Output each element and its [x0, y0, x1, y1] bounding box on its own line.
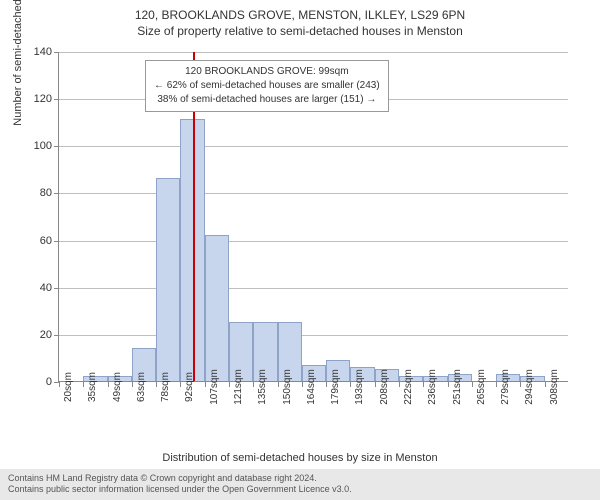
xtick-label: 107sqm [209, 369, 220, 405]
xtick-mark [496, 382, 497, 387]
ytick-label: 140 [22, 46, 52, 58]
xtick-mark [253, 382, 254, 387]
xtick-label: 236sqm [427, 369, 438, 405]
y-axis-label: Number of semi-detached properties [12, 0, 24, 126]
xtick-label: 164sqm [306, 369, 317, 405]
xtick-mark [205, 382, 206, 387]
xtick-label: 121sqm [233, 369, 244, 405]
xtick-mark [520, 382, 521, 387]
xtick-mark [132, 382, 133, 387]
xtick-label: 279sqm [500, 369, 511, 405]
ytick-label: 60 [22, 235, 52, 247]
gridline [59, 288, 568, 289]
xtick-mark [472, 382, 473, 387]
xtick-mark [423, 382, 424, 387]
ytick-label: 40 [22, 282, 52, 294]
xtick-label: 78sqm [160, 372, 171, 402]
ytick-label: 0 [22, 376, 52, 388]
xtick-mark [448, 382, 449, 387]
footer: Contains HM Land Registry data © Crown c… [0, 469, 600, 500]
xtick-mark [545, 382, 546, 387]
main-title: 120, BROOKLANDS GROVE, MENSTON, ILKLEY, … [0, 8, 600, 22]
xtick-mark [375, 382, 376, 387]
xtick-label: 20sqm [63, 372, 74, 402]
xtick-mark [156, 382, 157, 387]
ytick-mark [54, 288, 59, 289]
xtick-mark [83, 382, 84, 387]
xtick-label: 294sqm [524, 369, 535, 405]
footer-line-1: Contains HM Land Registry data © Crown c… [8, 473, 592, 485]
ytick-mark [54, 99, 59, 100]
footer-line-2: Contains public sector information licen… [8, 484, 592, 496]
xtick-label: 63sqm [136, 372, 147, 402]
ytick-label: 100 [22, 140, 52, 152]
xtick-mark [108, 382, 109, 387]
histogram-bar [205, 235, 229, 381]
xtick-mark [59, 382, 60, 387]
plot-area: 02040608010012014020sqm35sqm49sqm63sqm78… [58, 52, 568, 382]
xtick-label: 308sqm [549, 369, 560, 405]
gridline [59, 241, 568, 242]
xtick-label: 49sqm [112, 372, 123, 402]
ytick-label: 80 [22, 187, 52, 199]
ytick-label: 120 [22, 93, 52, 105]
ytick-mark [54, 335, 59, 336]
annotation-line: ← 62% of semi-detached houses are smalle… [154, 79, 380, 93]
xtick-mark [180, 382, 181, 387]
title-area: 120, BROOKLANDS GROVE, MENSTON, ILKLEY, … [0, 0, 600, 42]
xtick-label: 193sqm [354, 369, 365, 405]
ytick-mark [54, 52, 59, 53]
xtick-mark [399, 382, 400, 387]
xtick-mark [350, 382, 351, 387]
xtick-mark [278, 382, 279, 387]
sub-title: Size of property relative to semi-detach… [0, 24, 600, 38]
xtick-label: 150sqm [282, 369, 293, 405]
xtick-label: 265sqm [476, 369, 487, 405]
xtick-mark [229, 382, 230, 387]
xtick-label: 208sqm [379, 369, 390, 405]
annotation-line: 38% of semi-detached houses are larger (… [154, 93, 380, 107]
xtick-label: 179sqm [330, 369, 341, 405]
ytick-mark [54, 146, 59, 147]
ytick-mark [54, 193, 59, 194]
gridline [59, 146, 568, 147]
xtick-label: 251sqm [452, 369, 463, 405]
gridline [59, 193, 568, 194]
xtick-label: 222sqm [403, 369, 414, 405]
annotation-line: 120 BROOKLANDS GROVE: 99sqm [154, 65, 380, 79]
xtick-mark [326, 382, 327, 387]
ytick-label: 20 [22, 329, 52, 341]
histogram-bar [156, 178, 180, 381]
annotation-box: 120 BROOKLANDS GROVE: 99sqm← 62% of semi… [145, 60, 389, 112]
xtick-label: 35sqm [87, 372, 98, 402]
xtick-mark [302, 382, 303, 387]
gridline [59, 52, 568, 53]
ytick-mark [54, 241, 59, 242]
xtick-label: 135sqm [257, 369, 268, 405]
gridline [59, 335, 568, 336]
x-axis-label: Distribution of semi-detached houses by … [0, 452, 600, 464]
chart-area: 02040608010012014020sqm35sqm49sqm63sqm78… [58, 52, 568, 382]
